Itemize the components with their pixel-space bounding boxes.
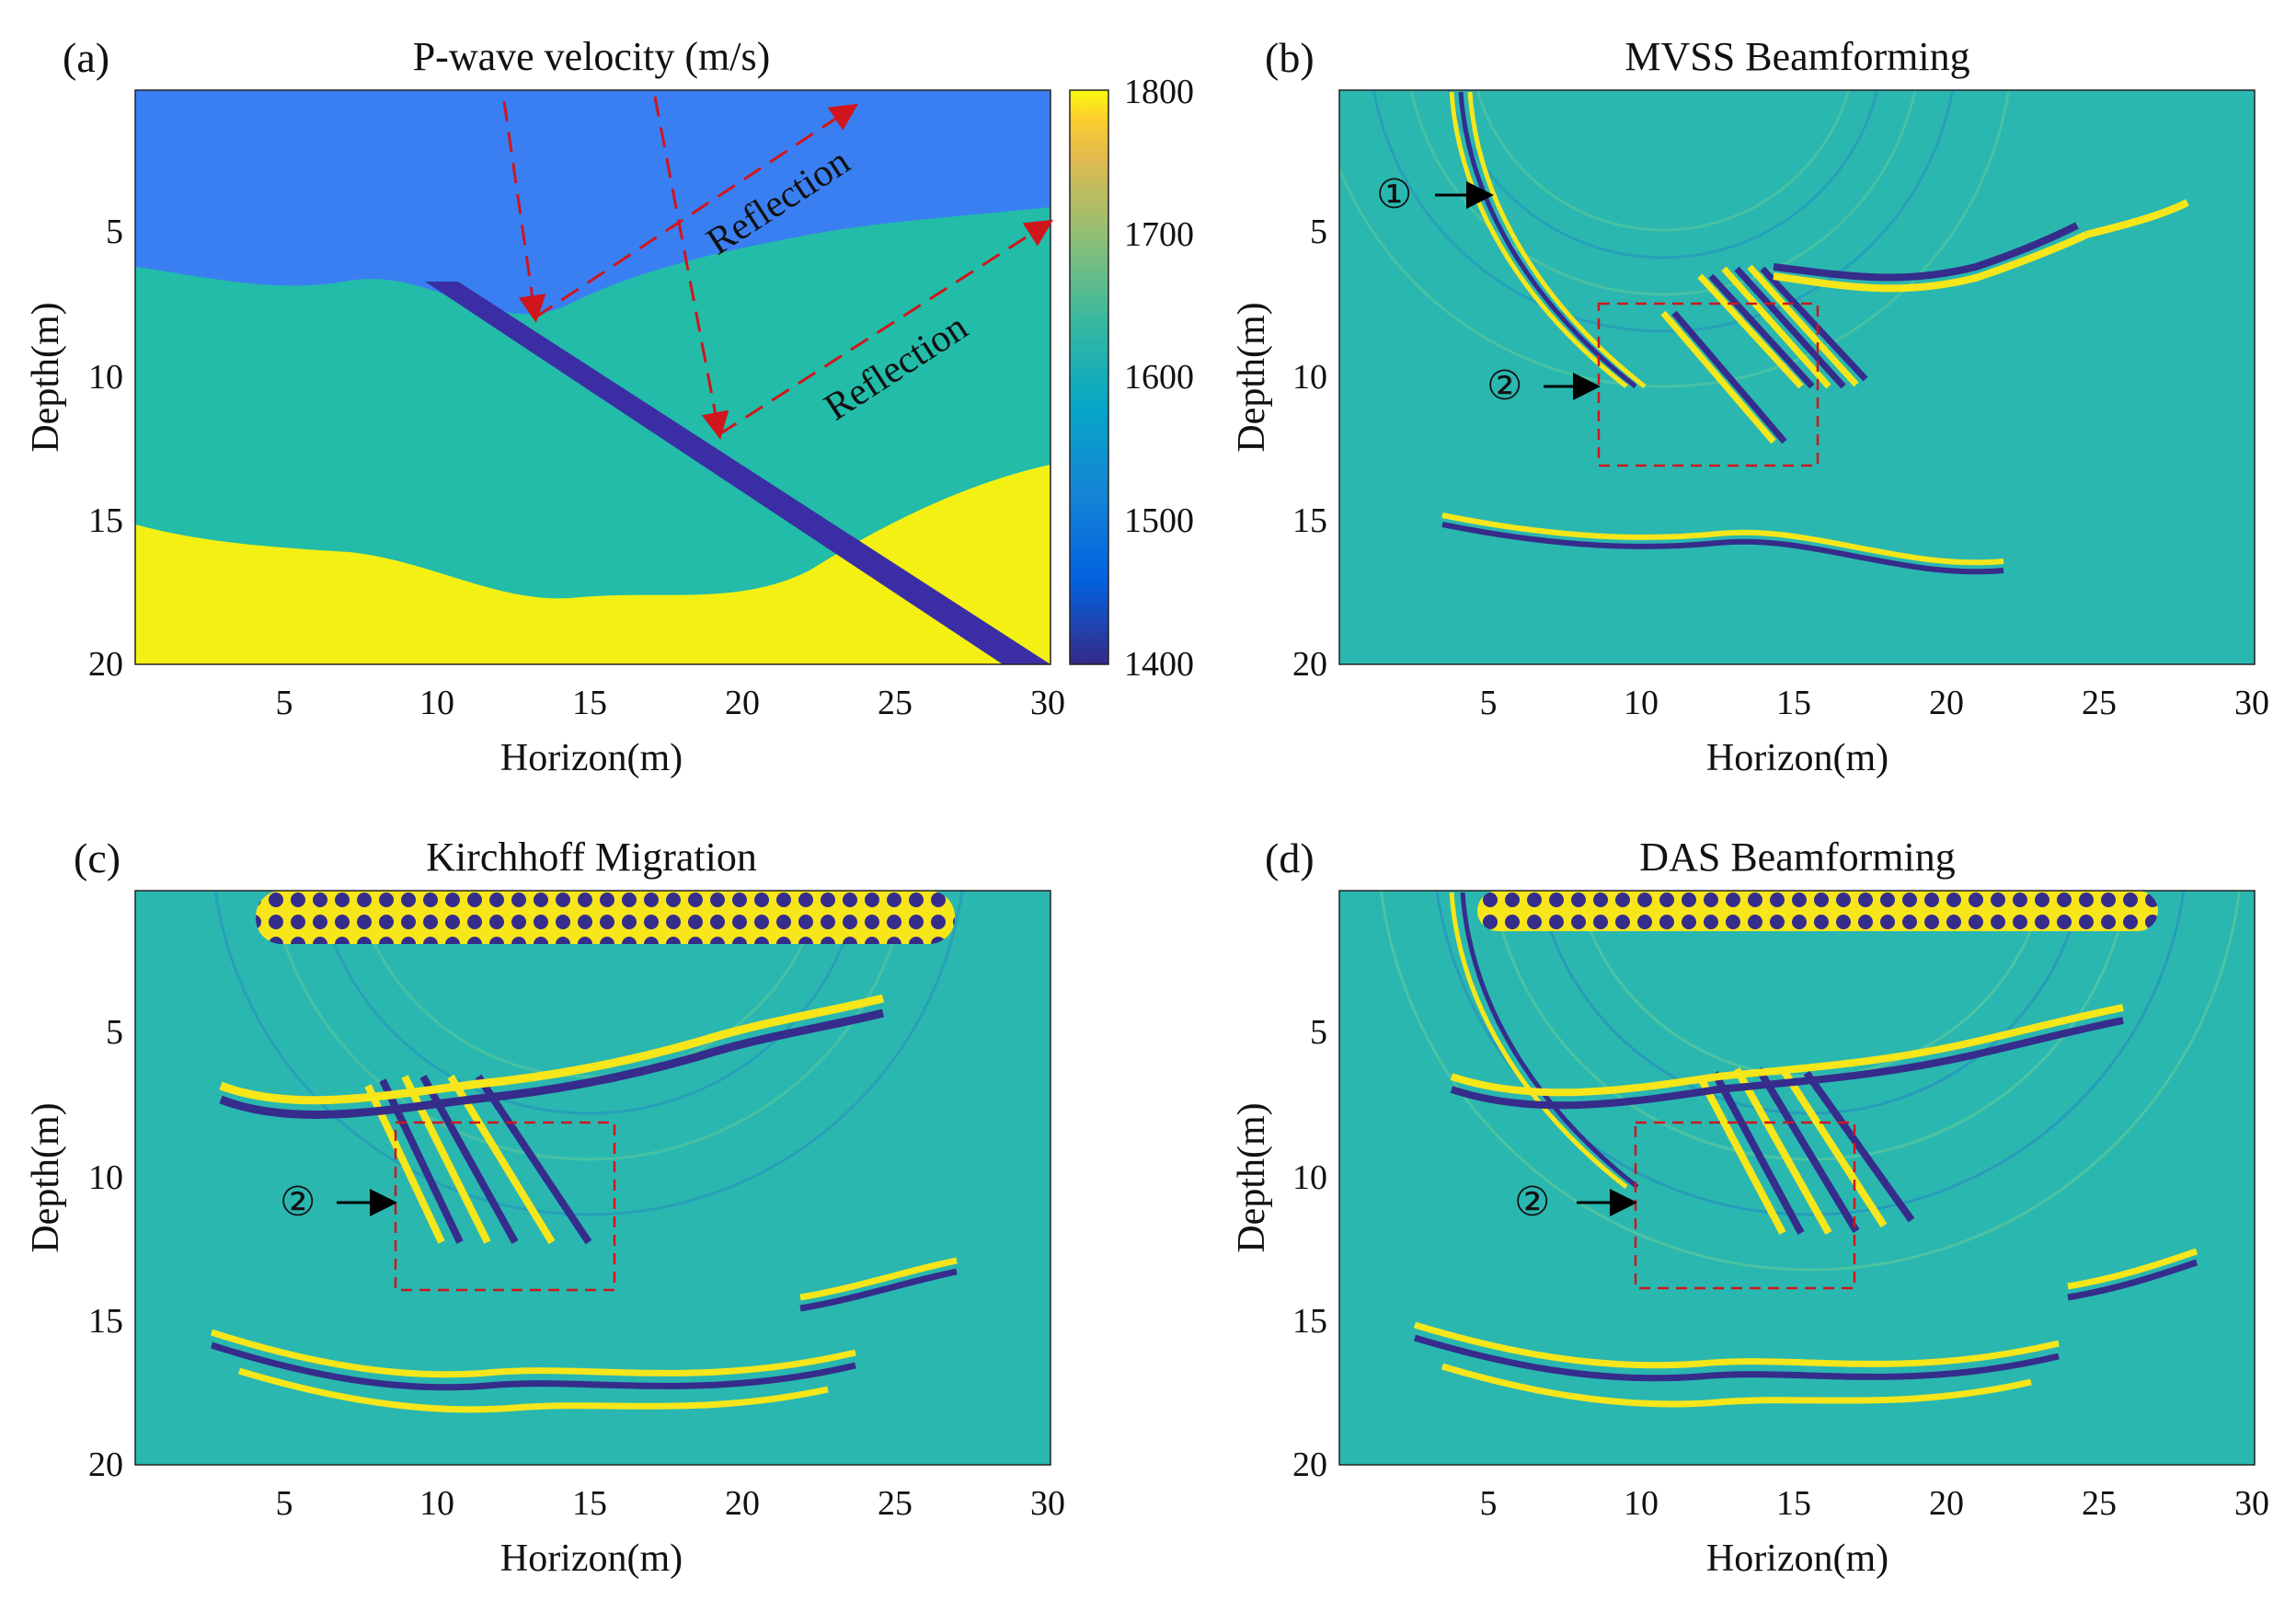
x-axis-label: Horizon(m) [499, 737, 683, 779]
x-tick: 25 [2082, 684, 2117, 722]
marker-label: ① [1376, 172, 1413, 217]
colorbar-tick: 1600 [1124, 358, 1194, 397]
panel-label: (c) [74, 835, 121, 881]
panel-d: (d) DAS Beamforming [1148, 800, 2296, 1601]
surface-artifact [1477, 891, 2158, 931]
x-tick: 30 [2234, 1484, 2269, 1523]
x-tick: 20 [725, 684, 760, 722]
y-axis-label: Depth(m) [1231, 1102, 1273, 1253]
marker-label: ② [1514, 1180, 1551, 1225]
x-tick: 20 [725, 1484, 760, 1523]
y-tick: 10 [88, 358, 123, 397]
panel-label: (d) [1265, 835, 1314, 881]
x-tick: 20 [1929, 684, 1964, 722]
x-tick: 5 [275, 684, 293, 722]
x-tick: 10 [419, 1484, 454, 1523]
x-tick: 5 [275, 1484, 293, 1523]
y-tick: 15 [88, 1302, 123, 1341]
axes-frame [134, 890, 1051, 1466]
y-tick: 10 [1292, 358, 1327, 397]
y-tick: 20 [88, 1446, 123, 1484]
x-tick: 10 [1624, 684, 1659, 722]
x-axis-label: Horizon(m) [1705, 737, 1889, 779]
panel-label: (a) [63, 34, 110, 81]
axes-frame [134, 89, 1051, 665]
y-tick: 5 [106, 1013, 123, 1052]
x-tick: 15 [572, 1484, 607, 1523]
panel-title: MVSS Beamforming [1624, 34, 1970, 79]
marker-label: ② [1487, 363, 1523, 409]
marker-label: ② [280, 1180, 316, 1225]
y-tick: 20 [1292, 645, 1327, 684]
axes-frame [1338, 890, 2256, 1466]
y-axis-label: Depth(m) [1231, 302, 1273, 453]
x-tick: 30 [2234, 684, 2269, 722]
x-tick: 5 [1479, 1484, 1498, 1523]
y-tick: 20 [88, 645, 123, 684]
surface-artifact [256, 891, 955, 944]
ray-paths [502, 96, 1054, 440]
x-tick: 15 [572, 684, 607, 722]
panel-b: (b) MVSS Beamforming [1148, 0, 2296, 800]
colorbar [1069, 89, 1109, 665]
mvss-image-plot [1338, 89, 2256, 665]
colorbar-tick: 1800 [1124, 73, 1194, 111]
kirchhoff-image-plot [134, 890, 1051, 1466]
y-tick: 5 [1310, 213, 1327, 251]
y-tick: 20 [1292, 1446, 1327, 1484]
panel-c: (c) Kirchhoff Migration [0, 800, 1148, 1601]
panel-title: P-wave velocity (m/s) [412, 34, 771, 79]
x-tick: 25 [878, 1484, 913, 1523]
y-tick: 15 [88, 501, 123, 540]
panel-label: (b) [1265, 34, 1314, 81]
colorbar-tick: 1400 [1124, 645, 1194, 684]
x-tick: 10 [1624, 1484, 1659, 1523]
y-tick: 5 [1310, 1013, 1327, 1052]
colorbar-tick: 1700 [1124, 215, 1194, 254]
y-axis-label: Depth(m) [25, 1102, 67, 1253]
x-tick: 10 [419, 684, 454, 722]
y-tick: 10 [88, 1158, 123, 1197]
x-tick: 5 [1479, 684, 1498, 722]
y-tick: 10 [1292, 1158, 1327, 1197]
y-tick: 5 [106, 213, 123, 251]
x-tick: 25 [878, 684, 913, 722]
x-tick: 30 [1030, 684, 1065, 722]
axes-frame [1338, 89, 2256, 665]
layer-middle [135, 207, 1050, 664]
x-axis-label: Horizon(m) [1705, 1538, 1889, 1580]
y-tick: 15 [1292, 1302, 1327, 1341]
x-tick: 15 [1776, 684, 1811, 722]
x-tick: 25 [2082, 1484, 2117, 1523]
y-axis-label: Depth(m) [25, 302, 67, 453]
panel-a: (a) P-wave velocity (m/s) [0, 0, 1194, 800]
fault-wedge [425, 282, 1050, 664]
velocity-model-plot: Reflection Reflection [134, 89, 1109, 665]
das-image-plot [1338, 890, 2256, 1466]
colorbar-tick: 1500 [1124, 501, 1194, 540]
x-tick: 20 [1929, 1484, 1964, 1523]
panel-title: Kirchhoff Migration [426, 835, 757, 880]
layer-bottom [135, 465, 1050, 664]
x-tick: 15 [1776, 1484, 1811, 1523]
x-axis-label: Horizon(m) [499, 1538, 683, 1580]
panel-title: DAS Beamforming [1639, 835, 1956, 880]
y-tick: 15 [1292, 501, 1327, 540]
x-tick: 30 [1030, 1484, 1065, 1523]
